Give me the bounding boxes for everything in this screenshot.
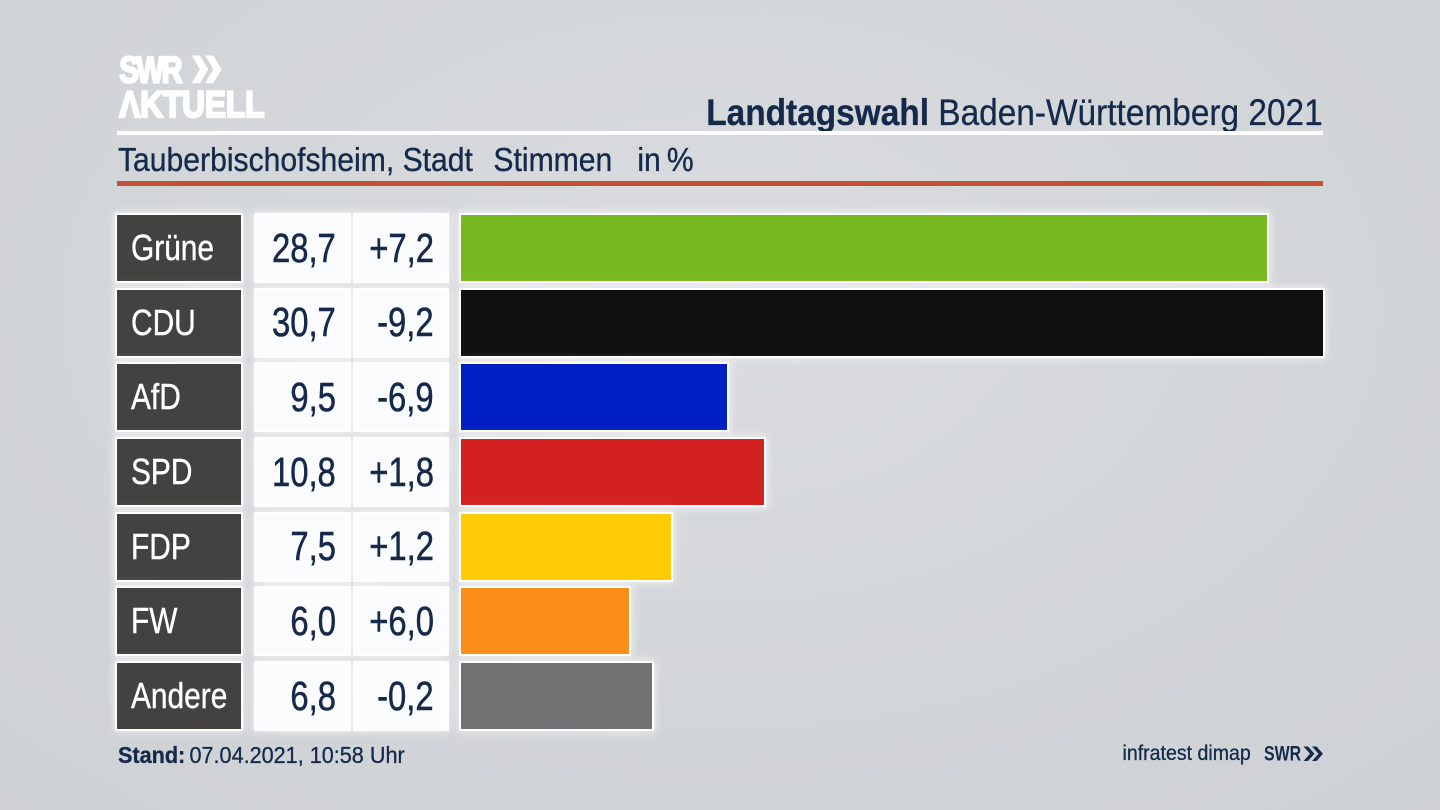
svg-text:SWR: SWR <box>119 50 182 91</box>
svg-text:SWR: SWR <box>1264 745 1301 762</box>
svg-text:ΛKTUELL: ΛKTUELL <box>119 85 264 123</box>
